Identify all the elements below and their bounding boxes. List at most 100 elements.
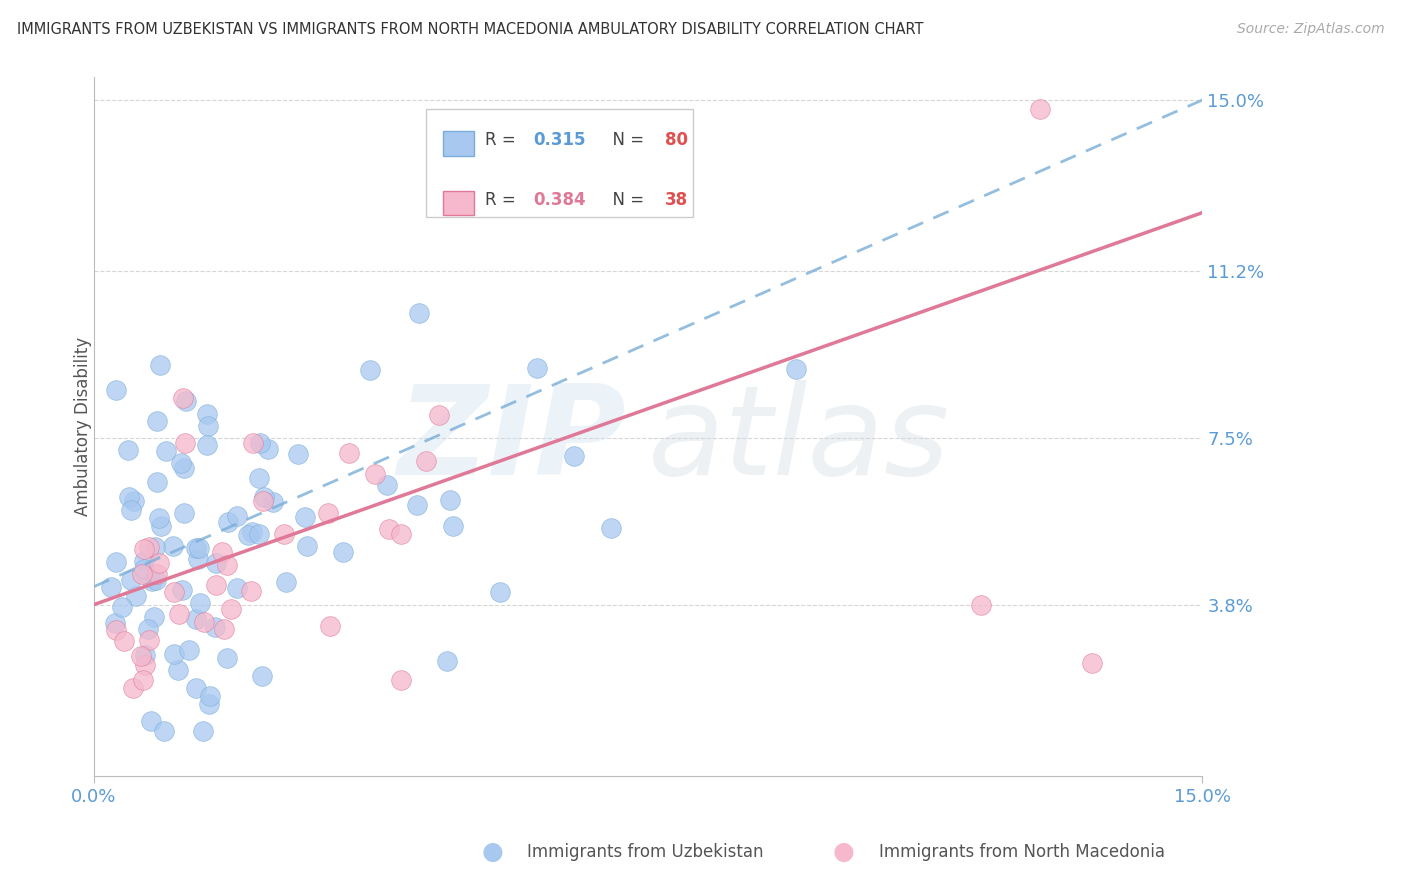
Text: 0.315: 0.315 — [533, 131, 585, 149]
Point — [173, 507, 195, 521]
Point — [153, 723, 176, 738]
FancyBboxPatch shape — [443, 131, 474, 156]
Point — [112, 633, 135, 648]
Point — [134, 658, 156, 673]
Point — [162, 539, 184, 553]
Point — [240, 583, 263, 598]
Point — [173, 461, 195, 475]
Point — [526, 361, 548, 376]
Point — [174, 436, 197, 450]
Point — [489, 585, 512, 599]
Point — [124, 494, 146, 508]
Point — [247, 471, 270, 485]
Point — [132, 541, 155, 556]
Point — [600, 521, 623, 535]
Point — [191, 723, 214, 738]
Point — [145, 475, 167, 490]
Point — [562, 449, 585, 463]
Point — [131, 567, 153, 582]
Point — [359, 363, 381, 377]
FancyBboxPatch shape — [426, 109, 693, 217]
Point — [198, 689, 221, 703]
Point — [195, 407, 218, 421]
Point — [100, 580, 122, 594]
Point — [219, 602, 242, 616]
Point — [121, 681, 143, 696]
Text: Source: ZipAtlas.com: Source: ZipAtlas.com — [1237, 22, 1385, 37]
Point — [408, 306, 430, 320]
Text: 38: 38 — [665, 191, 688, 209]
Point — [148, 557, 170, 571]
Text: Immigrants from Uzbekistan: Immigrants from Uzbekistan — [527, 843, 763, 861]
Point — [104, 384, 127, 398]
Point — [242, 436, 264, 450]
Point — [427, 408, 450, 422]
Point — [125, 589, 148, 603]
Point — [441, 518, 464, 533]
Point — [142, 609, 165, 624]
Point — [172, 391, 194, 405]
Point — [249, 436, 271, 450]
Point — [204, 557, 226, 571]
Point — [256, 442, 278, 456]
Point — [146, 566, 169, 581]
Point — [253, 491, 276, 505]
Point — [167, 607, 190, 622]
Point — [150, 519, 173, 533]
Point — [138, 633, 160, 648]
Point — [118, 490, 141, 504]
Point — [184, 541, 207, 555]
Point — [287, 447, 309, 461]
Point — [389, 527, 412, 541]
Point — [170, 583, 193, 598]
Point — [167, 663, 190, 677]
Point — [297, 539, 319, 553]
Point — [193, 615, 215, 629]
Point — [364, 467, 387, 481]
Point — [170, 456, 193, 470]
Point — [375, 477, 398, 491]
Point — [1080, 656, 1102, 670]
Point — [240, 525, 263, 540]
Point — [120, 574, 142, 588]
Point — [187, 552, 209, 566]
Point — [132, 673, 155, 688]
Point — [177, 643, 200, 657]
Text: IMMIGRANTS FROM UZBEKISTAN VS IMMIGRANTS FROM NORTH MACEDONIA AMBULATORY DISABIL: IMMIGRANTS FROM UZBEKISTAN VS IMMIGRANTS… — [17, 22, 924, 37]
Point — [212, 622, 235, 636]
Point — [148, 510, 170, 524]
Point — [163, 585, 186, 599]
Text: ●: ● — [481, 840, 503, 863]
Point — [250, 668, 273, 682]
Point — [195, 437, 218, 451]
Point — [204, 620, 226, 634]
Point — [143, 540, 166, 554]
Text: N =: N = — [602, 131, 650, 149]
Point — [247, 527, 270, 541]
Point — [105, 555, 128, 569]
Text: ●: ● — [832, 840, 855, 863]
Point — [785, 362, 807, 376]
Point — [104, 623, 127, 637]
Point — [145, 573, 167, 587]
Point — [146, 414, 169, 428]
Point — [332, 545, 354, 559]
Point — [319, 619, 342, 633]
Point — [236, 527, 259, 541]
Point — [226, 509, 249, 524]
Point — [405, 498, 427, 512]
Point — [198, 697, 221, 711]
Point — [294, 510, 316, 524]
Point — [110, 600, 132, 615]
Text: R =: R = — [485, 191, 522, 209]
Point — [163, 648, 186, 662]
FancyBboxPatch shape — [443, 191, 474, 215]
Point — [217, 558, 239, 572]
Point — [217, 515, 239, 529]
Point — [120, 502, 142, 516]
Point — [184, 681, 207, 695]
Text: N =: N = — [602, 191, 650, 209]
Point — [415, 453, 437, 467]
Point — [117, 442, 139, 457]
Point — [129, 648, 152, 663]
